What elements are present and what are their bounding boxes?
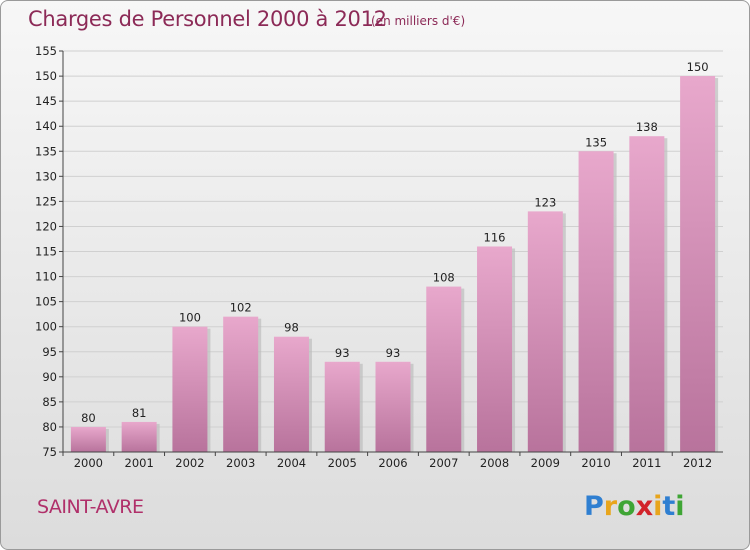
bar-2009	[527, 211, 563, 452]
x-tick-label: 2010	[581, 456, 610, 470]
data-label: 80	[81, 411, 96, 425]
x-tick-label: 2012	[683, 456, 712, 470]
x-tick-label: 2008	[480, 456, 509, 470]
bars: 80 81 100 102 98 93 93 108 116 123 135 138 150	[70, 60, 719, 452]
data-label: 108	[433, 271, 455, 285]
axes: 75 80 85 90 95 100 105 110 115 120 125 130 135 140 145…	[35, 44, 723, 470]
bar-2004	[273, 336, 309, 452]
data-label: 93	[335, 346, 350, 360]
y-tick-label: 150	[35, 69, 57, 83]
logo-letter: i	[653, 491, 663, 522]
y-tick-label: 105	[35, 295, 57, 309]
y-tick-label: 90	[42, 370, 57, 384]
data-label: 98	[284, 321, 299, 335]
proxiti-logo[interactable]: Proxiti	[584, 491, 685, 522]
y-tick-label: 100	[35, 320, 57, 334]
x-tick-label: 2002	[175, 456, 204, 470]
city-name: SAINT-AVRE	[37, 496, 144, 518]
data-label: 93	[386, 346, 401, 360]
bar-2012	[680, 76, 716, 452]
x-tick-label: 2007	[429, 456, 458, 470]
bar-2007	[426, 286, 462, 452]
bar-2008	[477, 246, 513, 452]
y-tick-label: 140	[35, 119, 57, 133]
x-tick-label: 2006	[378, 456, 407, 470]
y-tick-label: 115	[35, 245, 57, 259]
x-tick-label: 2001	[125, 456, 154, 470]
bar-2005	[324, 361, 360, 452]
logo-letter: r	[603, 491, 618, 522]
x-tick-label: 2000	[74, 456, 103, 470]
y-tick-label: 75	[42, 445, 57, 459]
bar-2006	[375, 361, 411, 452]
y-tick-label: 130	[35, 169, 57, 183]
chart-title: Charges de Personnel 2000 à 2012	[28, 7, 387, 31]
data-label: 116	[484, 230, 506, 244]
x-tick-label: 2003	[226, 456, 255, 470]
data-label: 102	[230, 301, 252, 315]
data-label: 138	[636, 120, 658, 134]
y-tick-label: 120	[35, 219, 57, 233]
x-tick-label: 2004	[277, 456, 306, 470]
data-label: 135	[585, 135, 607, 149]
bar-2003	[223, 316, 259, 452]
x-tick-label: 2005	[328, 456, 357, 470]
data-label: 123	[534, 195, 556, 209]
y-tick-label: 155	[35, 44, 57, 58]
logo-letter: i	[675, 491, 685, 522]
logo-letter: P	[584, 491, 604, 522]
y-tick-label: 95	[42, 345, 57, 359]
data-label: 81	[132, 406, 147, 420]
bar-2011	[629, 136, 665, 452]
bar-2010	[578, 151, 614, 452]
y-tick-label: 145	[35, 94, 57, 108]
bar-2002	[172, 326, 208, 452]
data-label: 100	[179, 311, 201, 325]
y-tick-label: 80	[42, 420, 57, 434]
y-tick-label: 135	[35, 144, 57, 158]
bar-2000	[70, 426, 106, 452]
y-tick-label: 110	[35, 270, 57, 284]
data-label: 150	[687, 60, 709, 74]
logo-letter: o	[617, 491, 636, 522]
logo-letter: t	[662, 491, 676, 522]
bar-2001	[121, 421, 157, 452]
y-tick-label: 85	[42, 395, 57, 409]
x-tick-label: 2011	[632, 456, 661, 470]
y-tick-label: 125	[35, 194, 57, 208]
x-tick-label: 2009	[531, 456, 560, 470]
chart-subtitle: (en milliers d'€)	[371, 14, 466, 28]
logo-letter: x	[635, 491, 654, 522]
